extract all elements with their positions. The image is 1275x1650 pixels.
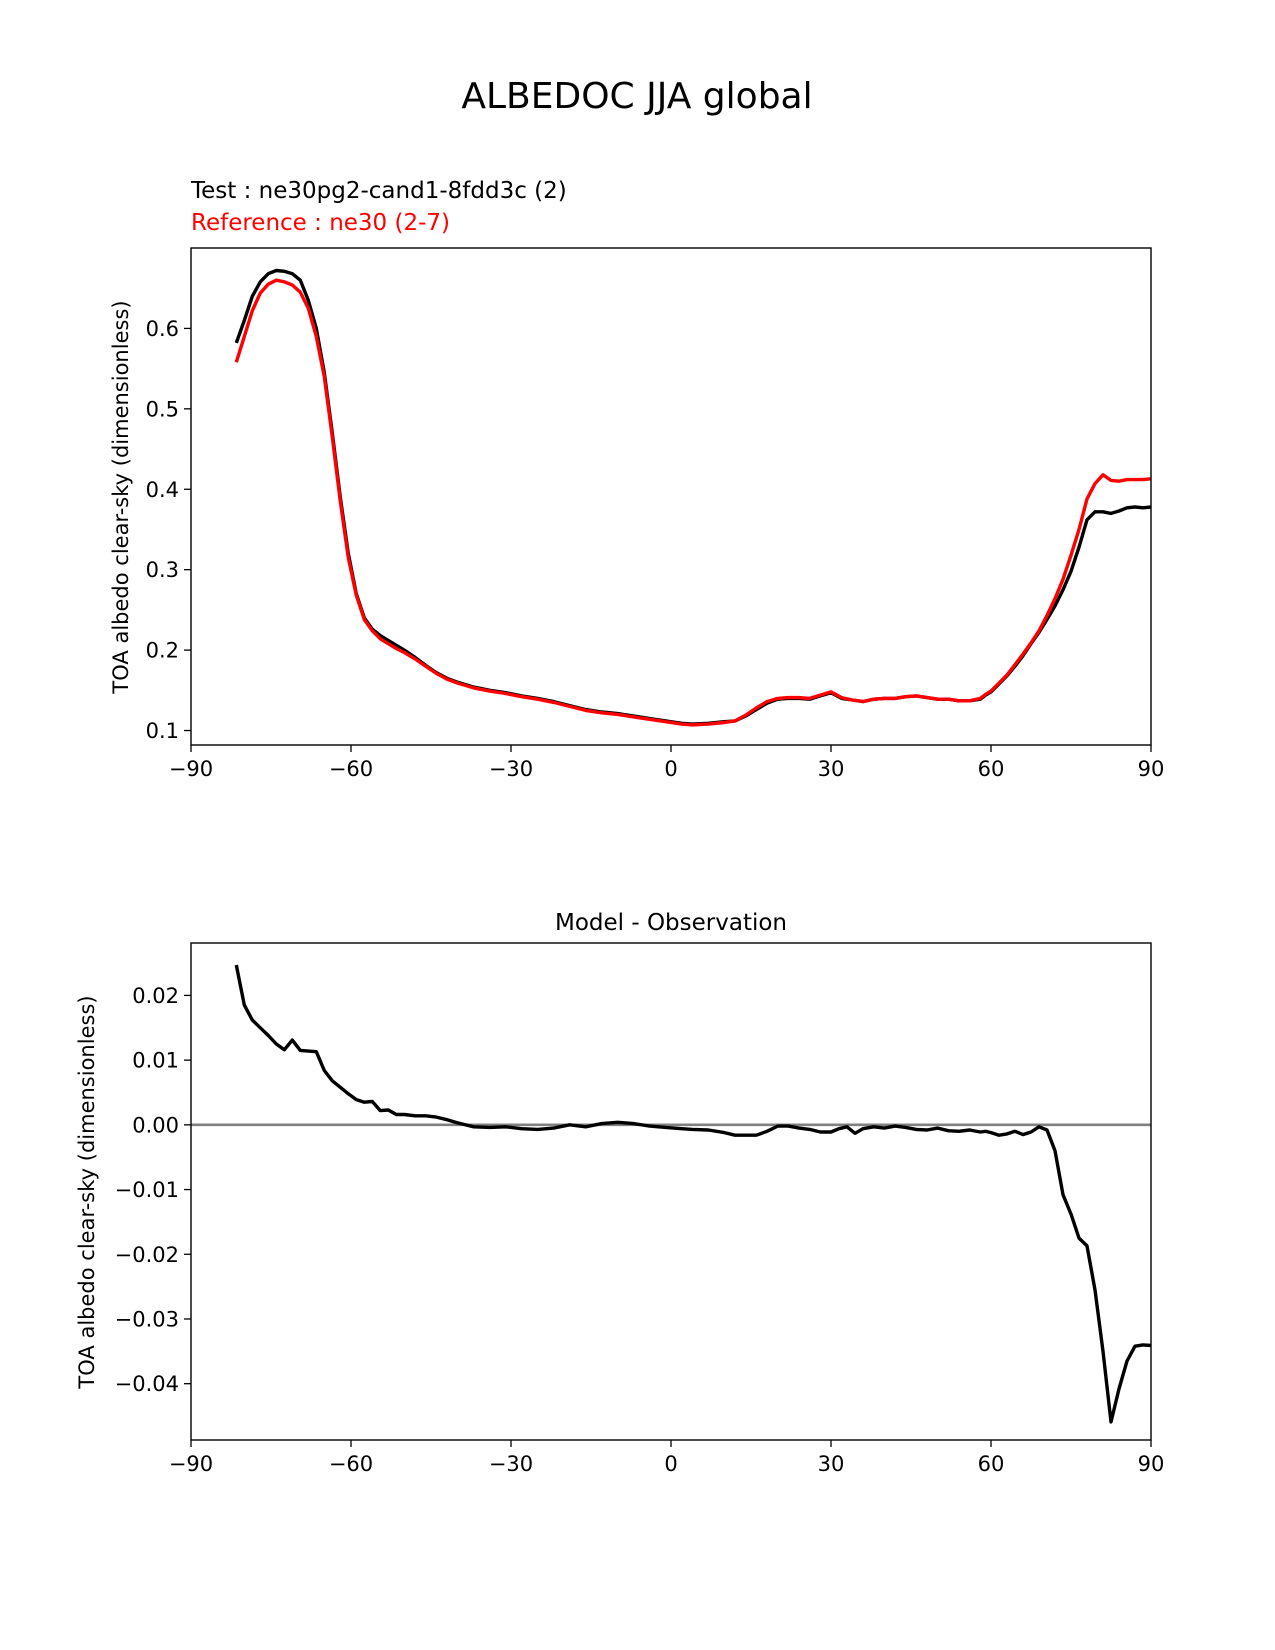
y-tick-label: 0.3	[146, 558, 179, 582]
top-x-ticks: −90 −60 −30 0 30 60 90	[169, 745, 1165, 781]
bottom-y-ticks: 0.02 0.01 0.00 −0.01 −0.02 −0.03 −0.04	[115, 984, 191, 1396]
legend-test-label: Test : ne30pg2-cand1-8fdd3c (2)	[190, 178, 567, 204]
x-tick-label: 60	[978, 757, 1005, 781]
legend-reference-label: Reference : ne30 (2-7)	[191, 210, 450, 236]
top-series-group	[234, 268, 1152, 727]
reference-series-line	[234, 278, 1152, 727]
x-tick-label: 30	[818, 1452, 845, 1476]
x-tick-label: 90	[1138, 1452, 1165, 1476]
x-tick-label: 60	[978, 1452, 1005, 1476]
bottom-panel: Model - Observation TOA albedo clear-sky…	[75, 910, 1164, 1476]
x-tick-label: −90	[169, 757, 213, 781]
y-tick-label: −0.02	[115, 1243, 179, 1267]
figure-title: ALBEDOC JJA global	[461, 76, 812, 117]
bottom-plot-frame	[190, 942, 1152, 1441]
x-tick-label: 90	[1138, 757, 1165, 781]
y-tick-label: 0.1	[146, 719, 179, 743]
y-tick-label: 0.5	[146, 397, 179, 421]
y-tick-label: 0.01	[132, 1049, 179, 1073]
bottom-panel-title: Model - Observation	[555, 910, 787, 936]
test-series-line	[234, 268, 1152, 726]
test-series-line-diff	[234, 964, 1152, 1424]
x-tick-label: 30	[818, 757, 845, 781]
y-tick-label: 0.02	[132, 984, 179, 1008]
y-tick-label: −0.01	[115, 1178, 179, 1202]
y-tick-label: 0.2	[146, 639, 179, 663]
bottom-y-axis-label: TOA albedo clear-sky (dimensionless)	[75, 995, 99, 1389]
y-tick-label: 0.00	[132, 1113, 179, 1137]
x-tick-label: −60	[329, 757, 373, 781]
bottom-x-ticks: −90 −60 −30 0 30 60 90	[169, 1440, 1165, 1476]
y-tick-label: 0.6	[146, 317, 179, 341]
top-plot-frame	[190, 247, 1152, 746]
x-tick-label: 0	[664, 757, 677, 781]
top-y-axis-label: TOA albedo clear-sky (dimensionless)	[109, 300, 133, 694]
x-tick-label: −60	[329, 1452, 373, 1476]
top-y-ticks: 0.1 0.2 0.3 0.4 0.5 0.6	[146, 317, 191, 743]
y-tick-label: −0.03	[115, 1307, 179, 1331]
x-tick-label: 0	[664, 1452, 677, 1476]
y-tick-label: −0.04	[115, 1372, 179, 1396]
y-tick-label: 0.4	[146, 478, 179, 502]
x-tick-label: −90	[169, 1452, 213, 1476]
x-tick-label: −30	[489, 1452, 533, 1476]
x-tick-label: −30	[489, 757, 533, 781]
bottom-series-group	[234, 964, 1152, 1424]
top-panel: Test : ne30pg2-cand1-8fdd3c (2) Referenc…	[109, 178, 1164, 781]
